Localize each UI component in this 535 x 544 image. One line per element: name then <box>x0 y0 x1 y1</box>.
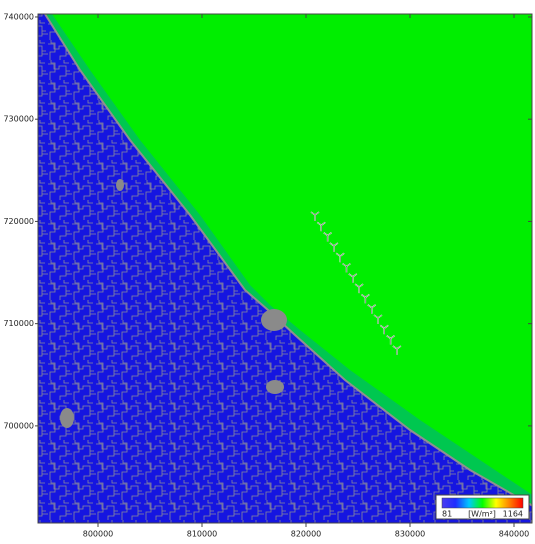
y-tick-label: 700000 <box>3 421 34 430</box>
y-tick-label: 740000 <box>3 12 34 21</box>
legend-max: 1164 <box>503 510 523 519</box>
y-tick-label: 720000 <box>3 217 34 226</box>
x-tick-label: 810000 <box>187 530 218 539</box>
x-tick-label: 840000 <box>499 530 530 539</box>
x-tick-label: 800000 <box>83 530 114 539</box>
legend-unit: [W/m²] <box>468 510 496 519</box>
map-area <box>30 10 535 530</box>
page: 81 [W/m²] 1164 800000 810000 820000 830000 8… <box>0 0 535 544</box>
legend-min: 81 <box>442 510 452 519</box>
x-tick-label: 830000 <box>395 530 426 539</box>
x-tick-label: 820000 <box>291 530 322 539</box>
y-tick-label: 730000 <box>3 115 34 124</box>
y-tick-label: 710000 <box>3 319 34 328</box>
legend-color-bar <box>442 498 523 508</box>
map: 81 [W/m²] 1164 800000 810000 820000 830000 8… <box>0 0 535 540</box>
legend: 81 [W/m²] 1164 <box>436 495 529 519</box>
